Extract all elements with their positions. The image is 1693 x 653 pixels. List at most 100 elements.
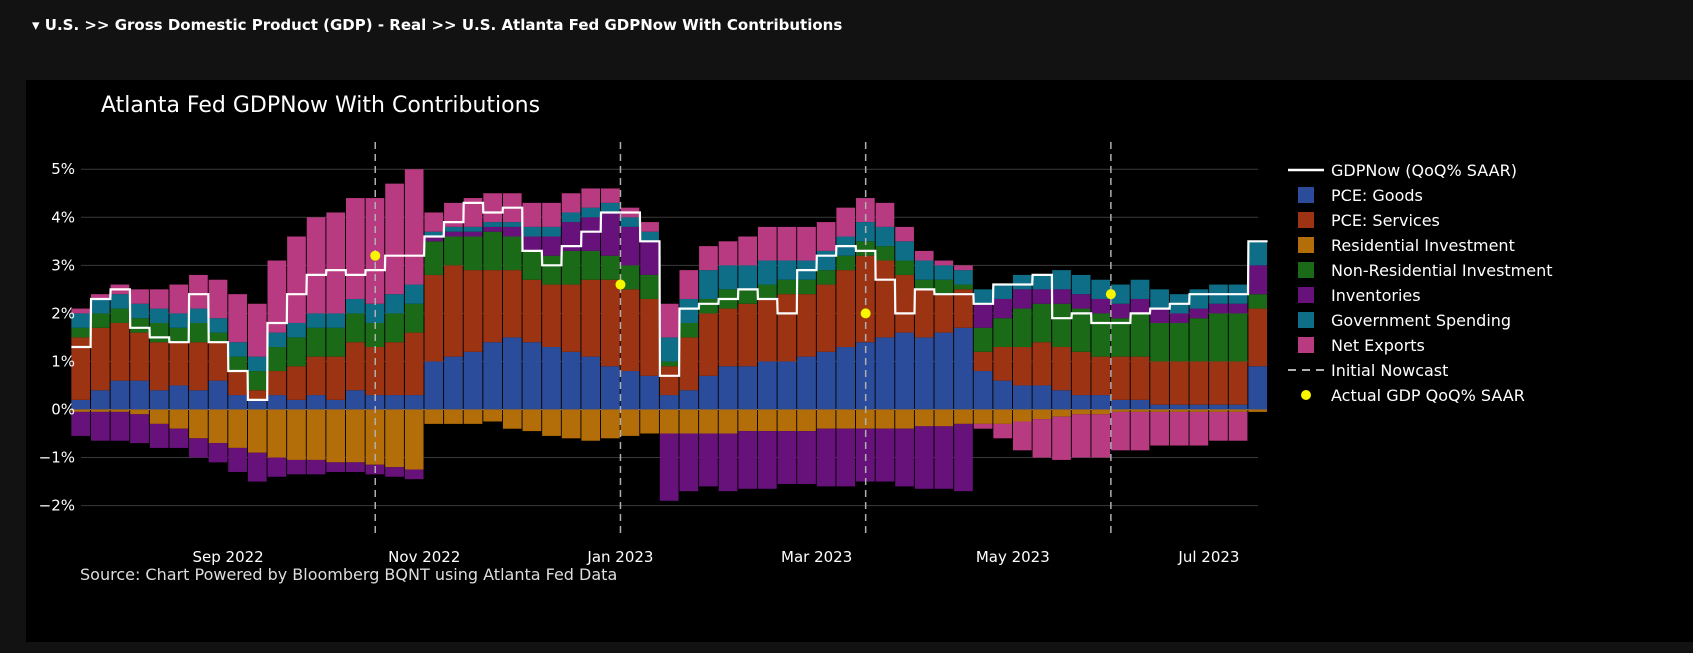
bar-inventories: [326, 462, 346, 472]
bar-net-exports: [757, 226, 777, 261]
bar-residential-investment: [306, 409, 326, 460]
legend-item[interactable]: Residential Investment: [1298, 236, 1515, 255]
bar-government-spending: [444, 226, 463, 232]
bar-government-spending: [875, 226, 895, 247]
bar-pce-services: [1032, 342, 1052, 386]
bar-inventories: [1150, 308, 1169, 323]
bar-residential-investment: [483, 409, 502, 422]
x-tick-label: Nov 2022: [388, 548, 460, 566]
bar-inventories: [1228, 303, 1248, 314]
bar-net-exports: [208, 279, 228, 319]
bar-government-spending: [1032, 274, 1052, 290]
bar-pce-goods: [914, 337, 934, 410]
bar-pce-goods: [816, 351, 836, 410]
bar-government-spending: [189, 308, 208, 323]
bar-net-exports: [797, 226, 816, 261]
legend-item[interactable]: PCE: Services: [1298, 211, 1440, 230]
bar-net-exports: [1052, 416, 1071, 460]
bar-pce-goods: [973, 371, 993, 410]
bar-residential-investment: [1052, 409, 1071, 417]
bar-inventories: [620, 226, 640, 266]
bar-pce-services: [71, 337, 91, 400]
y-tick-label: 3%: [51, 256, 75, 274]
bar-pce-services: [1248, 308, 1268, 367]
bar-government-spending: [326, 313, 346, 328]
legend-item[interactable]: GDPNow (QoQ% SAAR): [1288, 161, 1517, 180]
bar-pce-services: [287, 366, 306, 400]
bar-inventories: [149, 423, 169, 448]
bar-pce-goods: [189, 390, 208, 410]
bar-government-spending: [993, 284, 1013, 299]
bar-government-spending: [973, 289, 993, 304]
breadcrumb[interactable]: ▾ U.S. >> Gross Domestic Product (GDP) -…: [32, 16, 842, 34]
bar-pce-services: [934, 294, 954, 333]
bar-inventories: [934, 426, 954, 489]
bar-residential-investment: [1091, 409, 1111, 415]
bar-net-exports: [1189, 411, 1209, 446]
bar-pce-services: [1150, 361, 1169, 405]
bar-net-exports: [287, 236, 306, 323]
bar-non-residential-investment: [326, 327, 346, 357]
bar-pce-services: [1012, 347, 1032, 386]
bar-net-exports: [228, 294, 247, 343]
bar-non-residential-investment: [169, 327, 189, 343]
bar-pce-services: [973, 351, 993, 372]
bar-pce-services: [954, 289, 973, 328]
bar-non-residential-investment: [130, 318, 149, 333]
bar-non-residential-investment: [71, 327, 91, 338]
bar-net-exports: [542, 202, 561, 227]
bar-government-spending: [934, 265, 954, 280]
bar-pce-goods: [169, 385, 189, 410]
bar-inventories: [699, 433, 718, 487]
bar-inventories: [679, 433, 699, 492]
legend-label: PCE: Goods: [1331, 186, 1423, 205]
collapse-caret-icon[interactable]: ▾: [32, 16, 40, 34]
bar-residential-investment: [1071, 409, 1091, 415]
bar-non-residential-investment: [1150, 322, 1169, 362]
legend-item[interactable]: Inventories: [1298, 286, 1421, 305]
bar-net-exports: [463, 198, 483, 227]
bar-inventories: [1169, 313, 1189, 323]
bar-non-residential-investment: [659, 361, 679, 367]
legend-item[interactable]: Non-Residential Investment: [1298, 261, 1553, 280]
bar-government-spending: [581, 207, 601, 218]
bar-pce-services: [914, 289, 934, 338]
legend-item[interactable]: Initial Nowcast: [1288, 361, 1448, 380]
legend-item[interactable]: Actual GDP QoQ% SAAR: [1301, 386, 1525, 405]
bar-non-residential-investment: [797, 279, 816, 295]
bar-non-residential-investment: [1071, 308, 1091, 352]
bar-pce-services: [601, 279, 620, 367]
bar-inventories: [954, 423, 973, 492]
bar-non-residential-investment: [287, 337, 306, 367]
legend-item[interactable]: Net Exports: [1298, 336, 1425, 355]
legend-item[interactable]: PCE: Goods: [1298, 186, 1423, 205]
bar-inventories: [993, 298, 1013, 319]
bar-net-exports: [306, 217, 326, 314]
bar-pce-services: [326, 356, 346, 400]
bar-residential-investment: [699, 409, 718, 434]
bar-government-spending: [659, 337, 679, 362]
bar-pce-goods: [502, 337, 522, 410]
bar-pce-goods: [542, 347, 561, 410]
bar-non-residential-investment: [699, 298, 718, 314]
x-tick-label: Mar 2023: [781, 548, 852, 566]
bar-government-spending: [306, 313, 326, 328]
legend-item[interactable]: Government Spending: [1298, 311, 1511, 330]
bar-non-residential-investment: [1209, 313, 1228, 362]
bar-inventories: [640, 241, 659, 275]
bar-pce-services: [130, 332, 149, 381]
bar-residential-investment: [502, 409, 522, 429]
bar-residential-investment: [1012, 409, 1032, 422]
bar-net-exports: [71, 308, 91, 314]
bar-pce-services: [522, 279, 542, 343]
bar-inventories: [287, 459, 306, 475]
bar-government-spending: [247, 356, 267, 372]
bar-government-spending: [169, 313, 189, 328]
bar-government-spending: [1091, 279, 1111, 299]
bar-pce-services: [1111, 356, 1130, 400]
bar-pce-goods: [934, 332, 954, 410]
bar-pce-services: [757, 298, 777, 362]
bar-government-spending: [228, 342, 247, 357]
x-tick-label: May 2023: [976, 548, 1050, 566]
bar-net-exports: [914, 250, 934, 261]
